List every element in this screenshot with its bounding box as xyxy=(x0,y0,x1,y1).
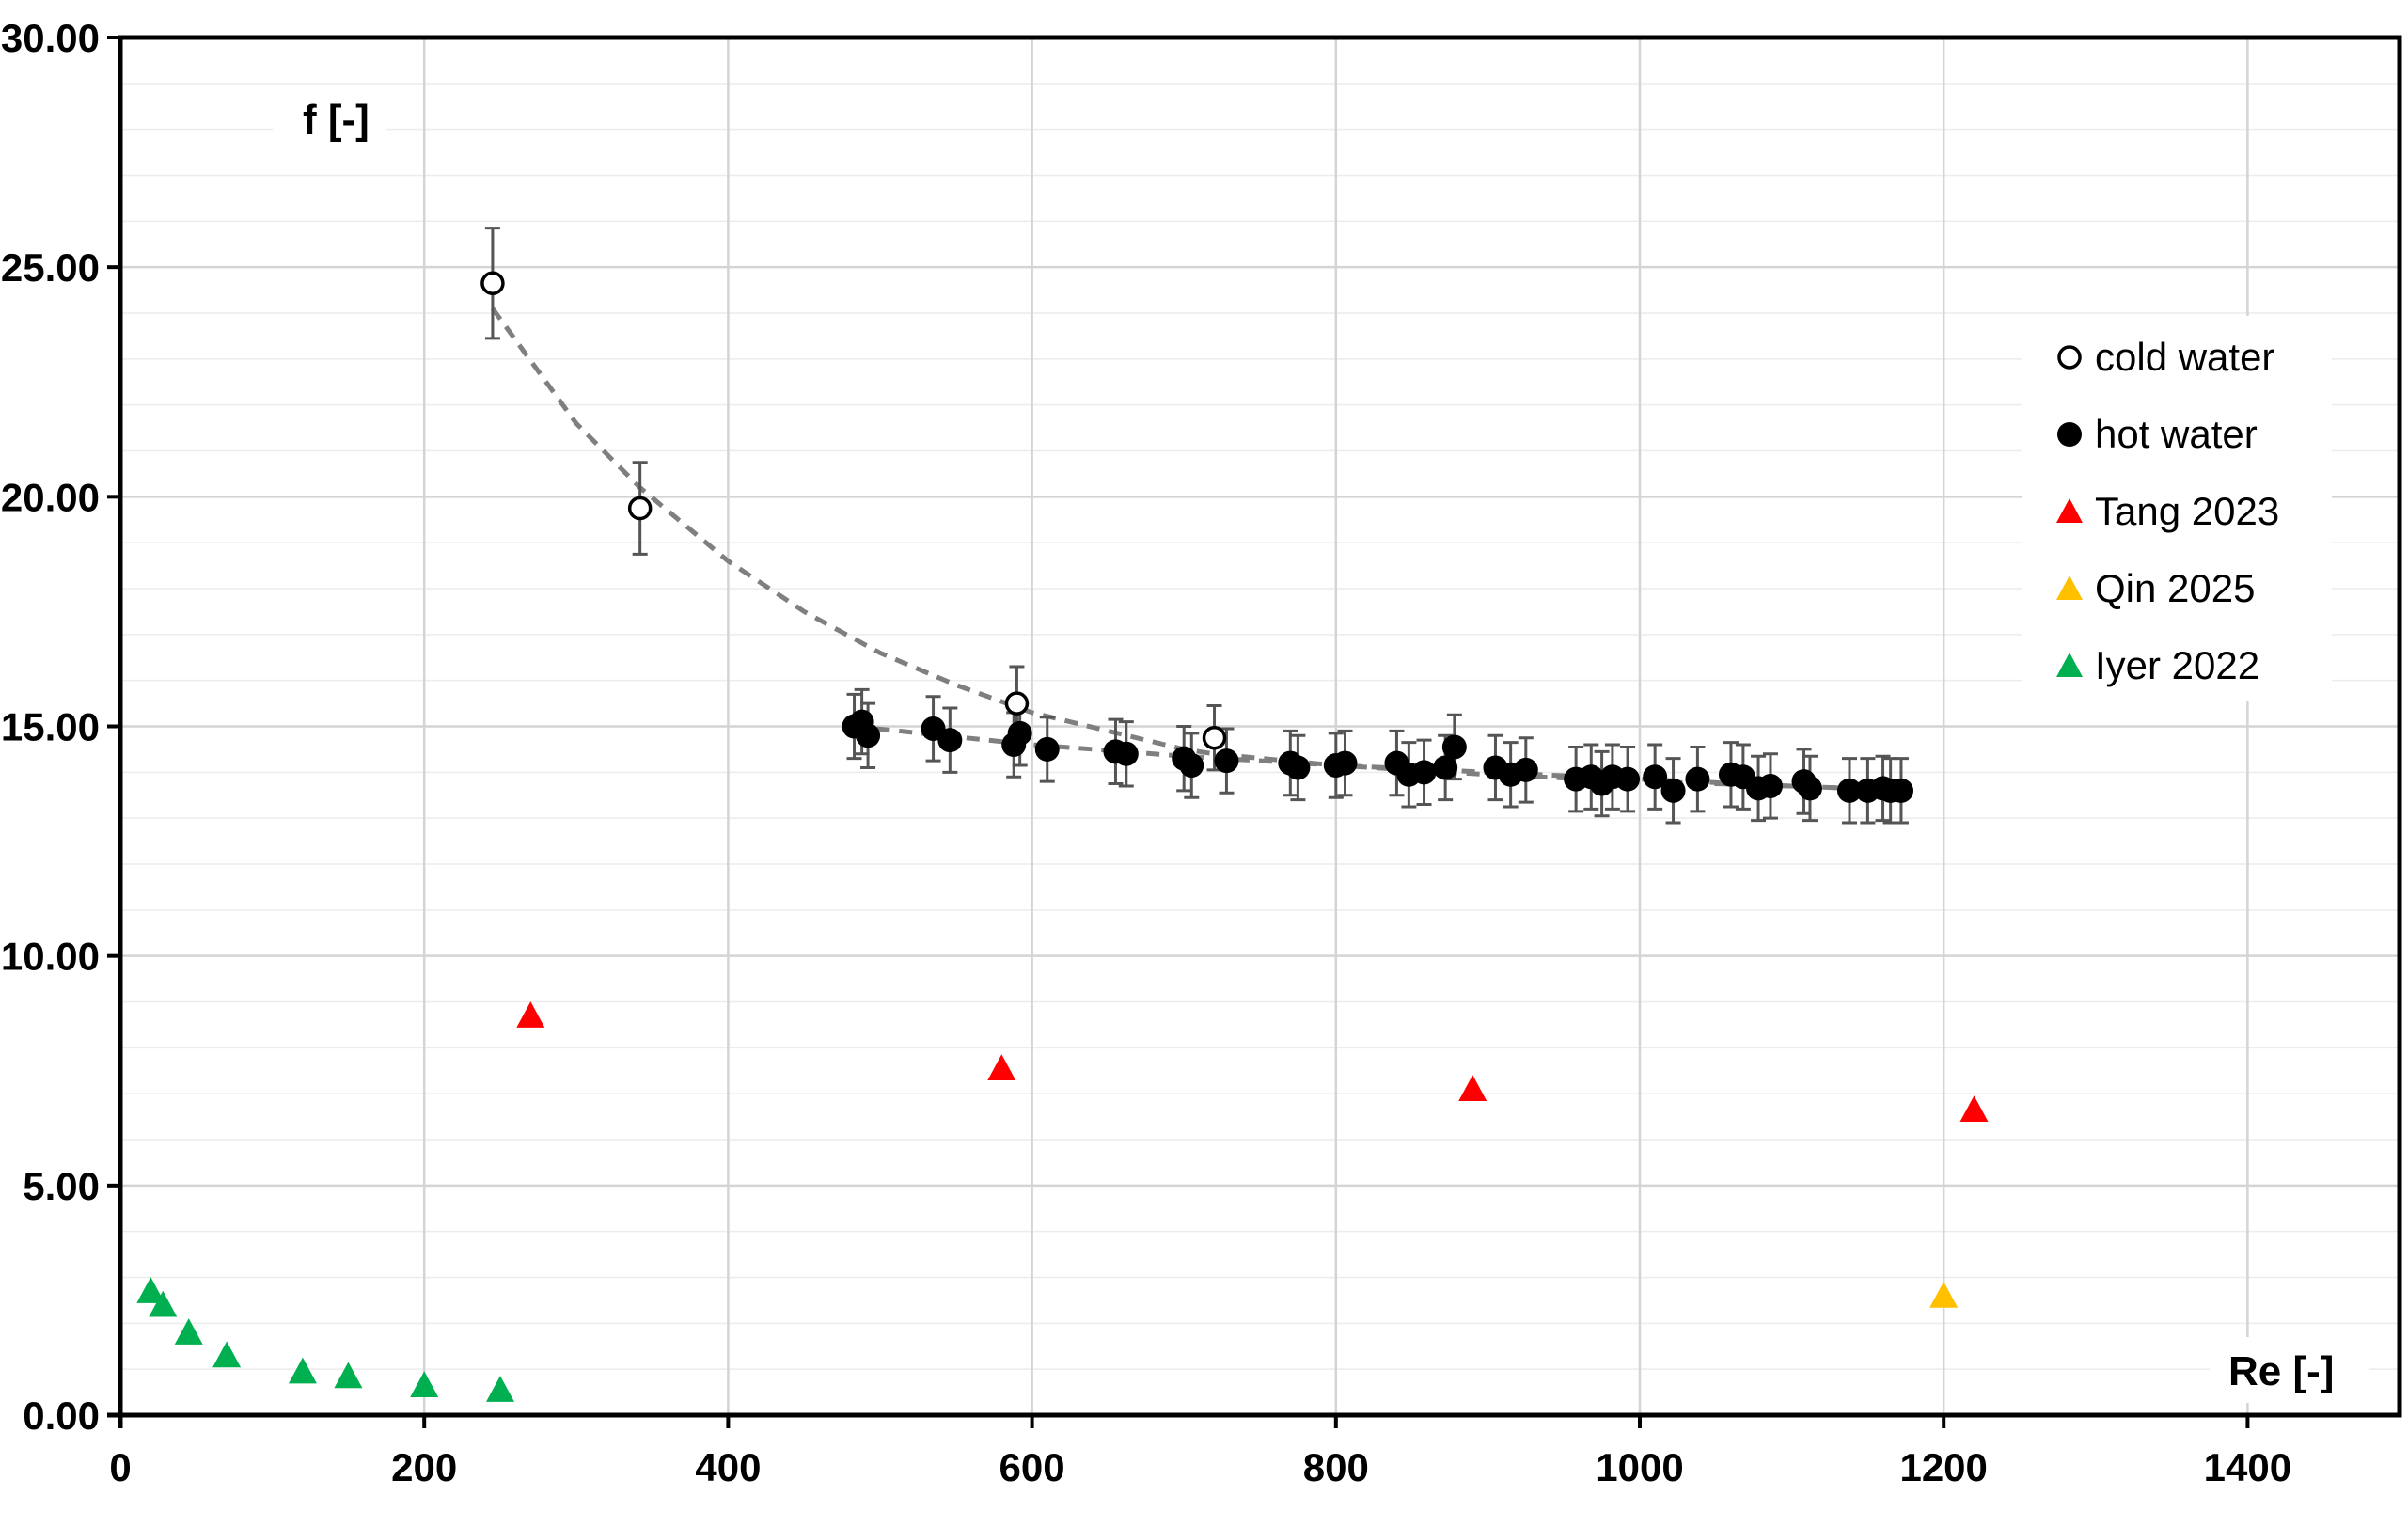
point-tang-2023 xyxy=(516,1001,545,1028)
point-iyer-2022 xyxy=(288,1357,317,1384)
point-hot-water xyxy=(1285,755,1311,780)
point-cold-water xyxy=(1202,725,1227,750)
legend-item-qin-2025: Qin 2025 xyxy=(2056,566,2255,610)
legend-marker-qin-2025 xyxy=(2056,575,2083,600)
y-axis-label-background xyxy=(273,87,386,152)
legend-label-qin-2025: Qin 2025 xyxy=(2095,566,2255,610)
legend-marker-tang-2023 xyxy=(2056,498,2083,523)
point-hot-water xyxy=(1660,778,1686,803)
point-tang-2023 xyxy=(1458,1075,1487,1102)
y-tick-label: 15.00 xyxy=(1,705,100,749)
data-points xyxy=(136,227,1989,1402)
point-iyer-2022 xyxy=(410,1371,439,1398)
point-hot-water xyxy=(937,728,963,753)
point-cold-water xyxy=(627,496,653,521)
legend-item-cold-water: cold water xyxy=(2057,335,2274,379)
x-axis-label-background xyxy=(2210,1337,2369,1403)
point-qin-2025 xyxy=(1929,1282,1959,1308)
point-iyer-2022 xyxy=(334,1362,363,1389)
legend-label-cold-water: cold water xyxy=(2095,335,2274,379)
point-hot-water xyxy=(1685,766,1710,792)
point-tang-2023 xyxy=(1959,1095,1989,1123)
point-hot-water xyxy=(1411,760,1437,785)
x-tick-label: 1200 xyxy=(1899,1445,1987,1489)
point-iyer-2022 xyxy=(212,1341,242,1368)
x-tick-label: 0 xyxy=(109,1445,131,1489)
legend-marker-cold-water xyxy=(2057,345,2082,370)
point-hot-water xyxy=(1643,764,1668,790)
point-cold-water xyxy=(1004,691,1030,716)
legend-item-tang-2023: Tang 2023 xyxy=(2056,489,2279,533)
y-tick-label: 30.00 xyxy=(1,16,100,60)
point-iyer-2022 xyxy=(149,1290,178,1317)
legend-label-hot-water: hot water xyxy=(2095,412,2258,456)
legend: cold water hot water Tang 2023 Qin 2025 … xyxy=(2022,316,2332,701)
legend-item-iyer-2022: Iyer 2022 xyxy=(2056,643,2259,687)
point-hot-water xyxy=(1615,766,1641,792)
point-iyer-2022 xyxy=(486,1376,514,1402)
grid xyxy=(120,38,2400,1415)
x-tick-label: 400 xyxy=(695,1445,761,1489)
legend-item-hot-water: hot water xyxy=(2057,412,2258,456)
point-hot-water xyxy=(1837,778,1863,803)
y-tick-label: 5.00 xyxy=(23,1164,100,1208)
point-iyer-2022 xyxy=(136,1277,165,1303)
point-cold-water xyxy=(480,271,505,296)
x-tick-label: 1400 xyxy=(2204,1445,2291,1489)
point-hot-water xyxy=(856,723,881,748)
x-tick-label: 1000 xyxy=(1596,1445,1683,1489)
y-axis-label: f [-] xyxy=(303,97,370,143)
point-hot-water xyxy=(1034,736,1060,762)
point-hot-water xyxy=(1888,778,1913,803)
axes: 0.00 5.00 10.00 15.00 20.00 25.00 30.00 0 200 400… xyxy=(1,16,2402,1489)
legend-marker-hot-water xyxy=(2057,422,2082,447)
x-tick-label: 600 xyxy=(999,1445,1065,1489)
point-tang-2023 xyxy=(987,1054,1016,1081)
point-hot-water xyxy=(1113,741,1139,766)
legend-marker-iyer-2022 xyxy=(2056,653,2083,677)
x-tick-label: 200 xyxy=(391,1445,457,1489)
point-hot-water xyxy=(1214,748,1239,774)
x-axis-label: Re [-] xyxy=(2228,1348,2334,1394)
point-hot-water xyxy=(1332,750,1358,776)
x-tick-label: 800 xyxy=(1303,1445,1369,1489)
y-tick-label: 0.00 xyxy=(23,1393,100,1438)
point-iyer-2022 xyxy=(174,1318,203,1345)
legend-label-tang-2023: Tang 2023 xyxy=(2095,489,2279,533)
point-hot-water xyxy=(1441,734,1467,760)
legend-label-iyer-2022: Iyer 2022 xyxy=(2095,643,2259,687)
point-hot-water xyxy=(1513,757,1538,782)
y-tick-label: 20.00 xyxy=(1,475,100,519)
y-tick-label: 10.00 xyxy=(1,935,100,979)
point-hot-water xyxy=(1433,755,1458,780)
y-tick-label: 25.00 xyxy=(1,245,100,290)
point-hot-water xyxy=(1797,776,1822,801)
point-hot-water xyxy=(1007,720,1032,746)
point-hot-water xyxy=(1757,773,1783,798)
point-hot-water xyxy=(1179,753,1204,779)
